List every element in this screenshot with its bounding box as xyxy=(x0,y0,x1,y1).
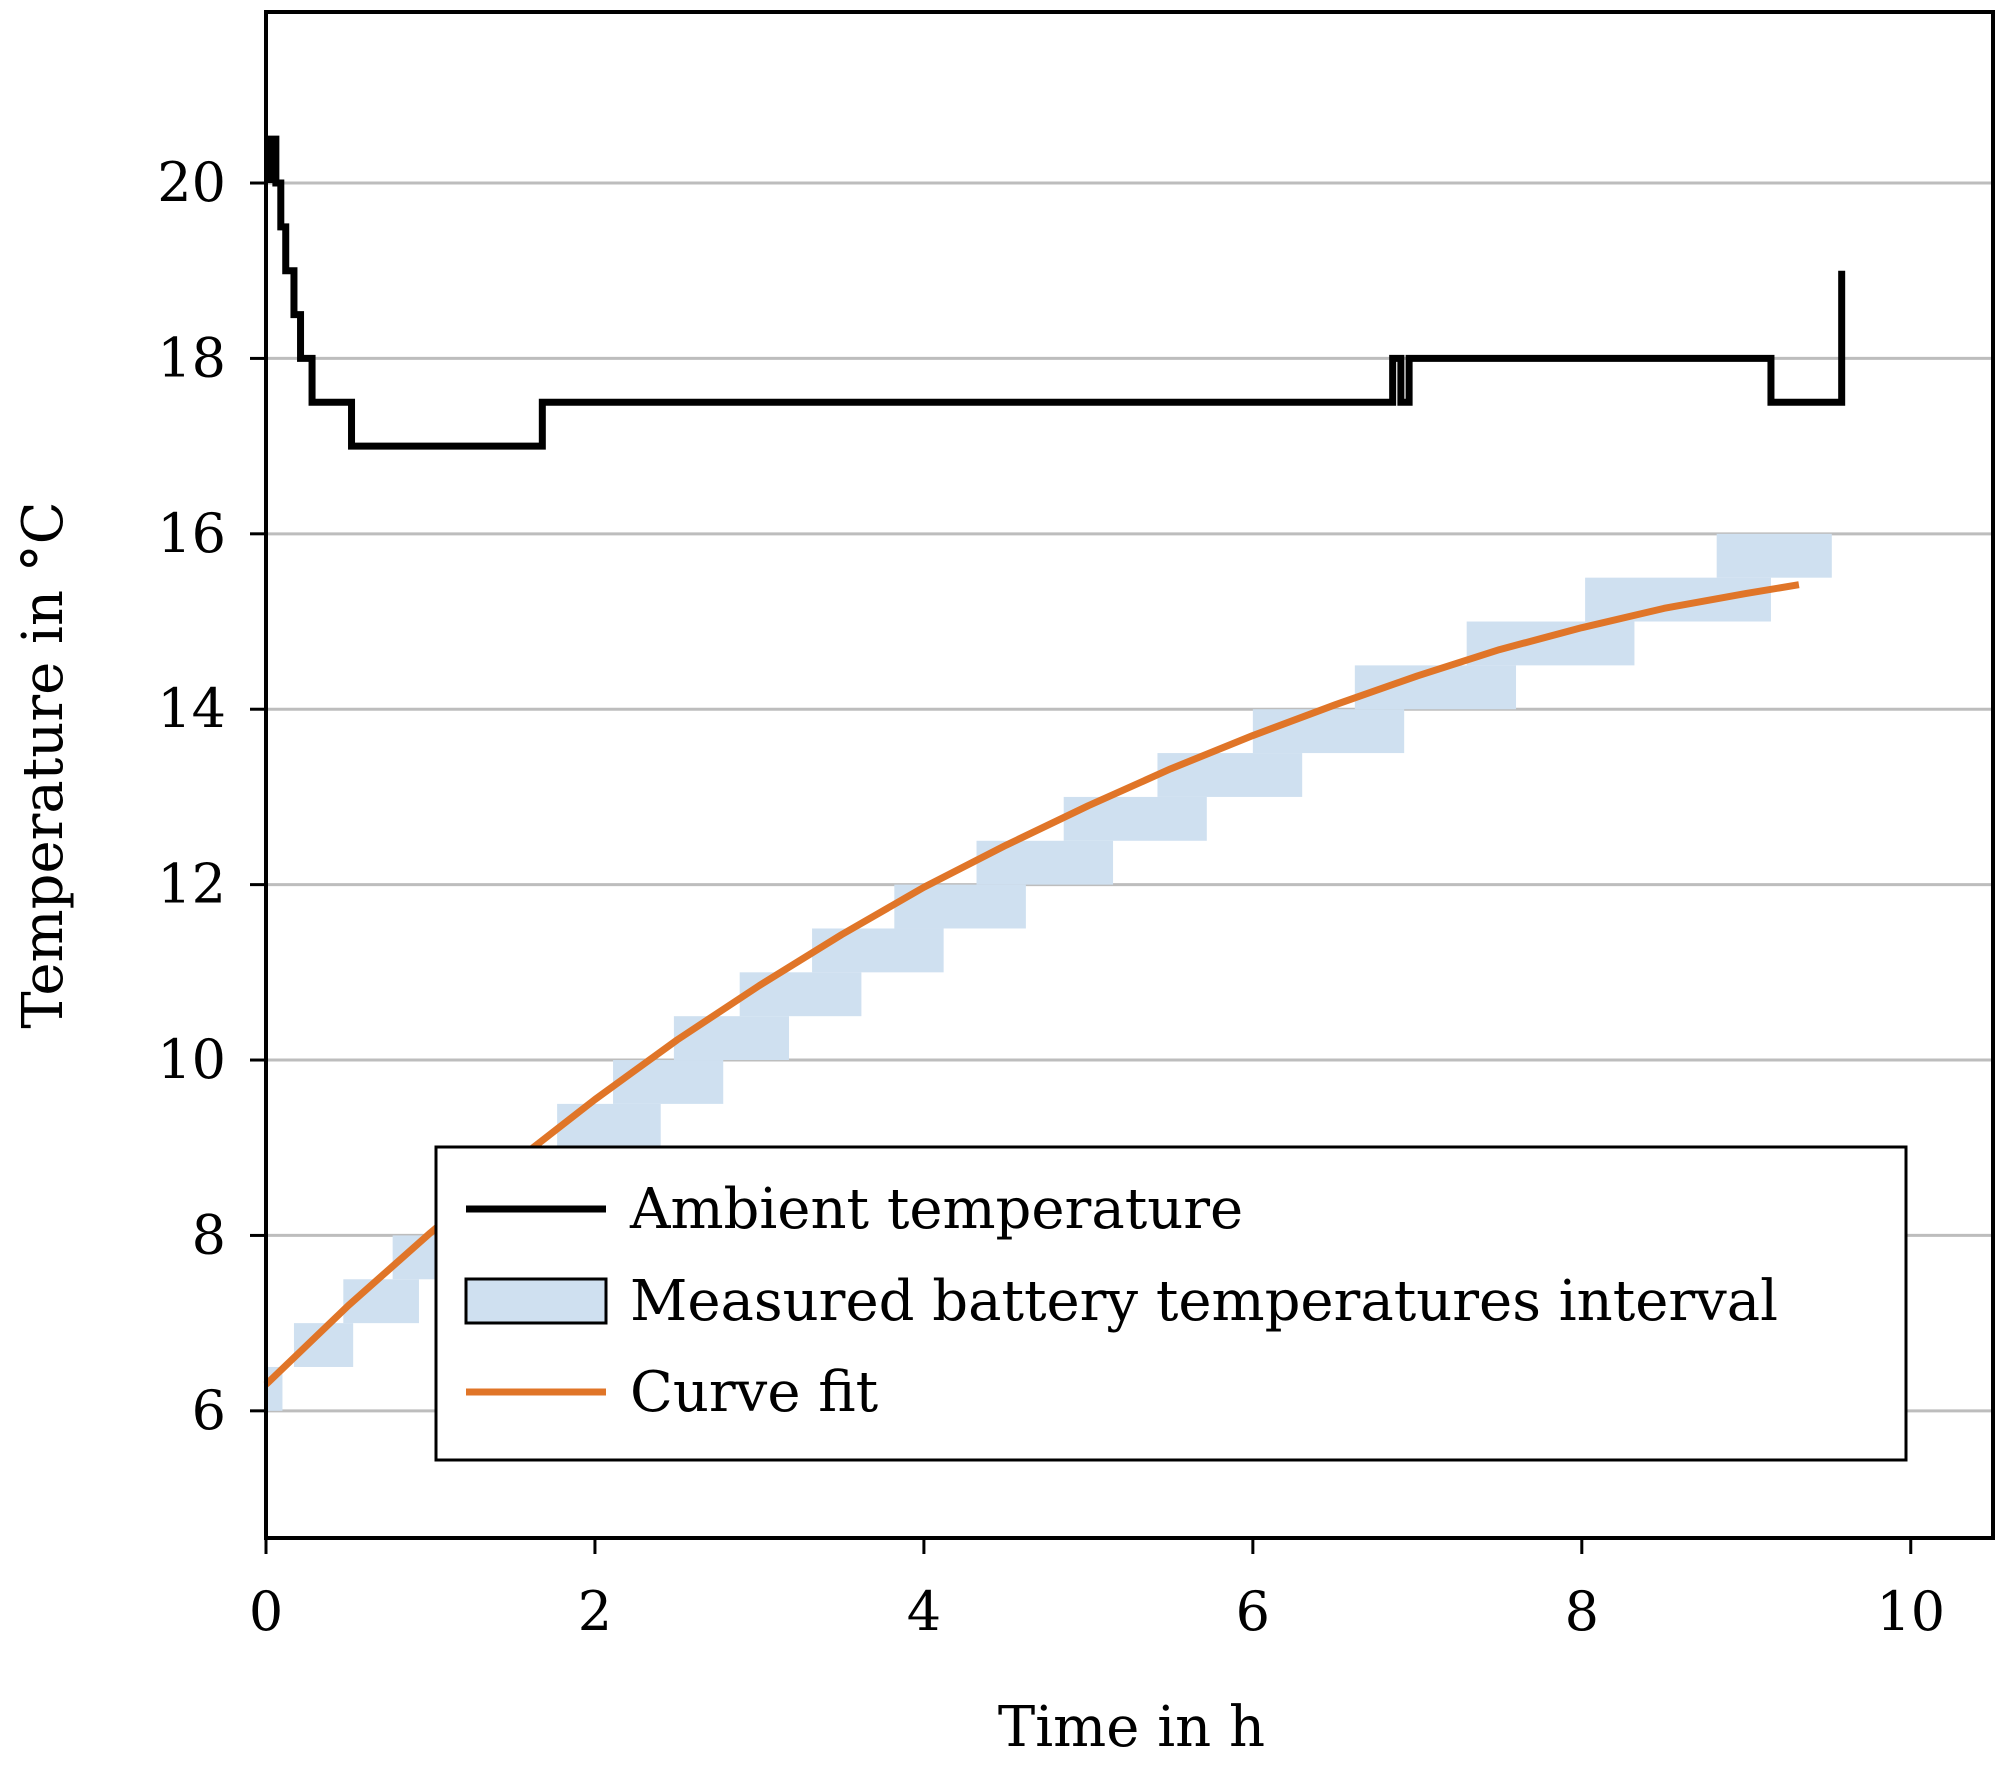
y-tick-label-18: 18 xyxy=(157,326,226,389)
legend-swatch-interval xyxy=(464,1277,608,1325)
interval-band-17 xyxy=(1585,577,1771,622)
y-tick-label-14: 14 xyxy=(157,677,226,740)
interval-band-16 xyxy=(1466,621,1635,666)
x-axis-title: Time in h xyxy=(998,1695,1265,1760)
y-tick-label-20: 20 xyxy=(157,151,226,214)
y-tick-label-16: 16 xyxy=(157,502,226,565)
legend-label-interval: Measured battery temperatures interval xyxy=(630,1269,1778,1334)
x-tick-label-6: 6 xyxy=(1236,1580,1270,1643)
axis-ticks: 6 8 10 12 14 16 18 20 0 2 4 6 8 10 xyxy=(157,151,1945,1643)
y-tick-label-8: 8 xyxy=(192,1203,226,1266)
x-tick-label-10: 10 xyxy=(1876,1580,1945,1643)
legend-box xyxy=(434,1145,1908,1462)
legend-label-curve-fit: Curve fit xyxy=(630,1360,879,1425)
x-tick-label-2: 2 xyxy=(578,1580,612,1643)
interval-band-7 xyxy=(673,1016,790,1061)
y-tick-label-6: 6 xyxy=(192,1379,226,1442)
y-axis-title: Temperature in °C xyxy=(11,501,76,1028)
y-tick-label-12: 12 xyxy=(157,853,226,916)
interval-band-13 xyxy=(1157,753,1303,797)
interval-band-18 xyxy=(1716,533,1832,578)
interval-band-14 xyxy=(1252,709,1405,754)
x-tick-label-4: 4 xyxy=(907,1580,941,1643)
interval-series xyxy=(266,533,1832,1411)
interval-band-9 xyxy=(812,928,944,973)
legend: Ambient temperature Measured battery tem… xyxy=(434,1145,1908,1462)
x-tick-label-0: 0 xyxy=(249,1580,283,1643)
x-tick-label-8: 8 xyxy=(1565,1580,1599,1643)
interval-band-8 xyxy=(739,972,862,1017)
plot-area-frame xyxy=(264,10,1995,1540)
interval-band-6 xyxy=(613,1060,724,1104)
ambient-temperature-line xyxy=(267,135,1846,450)
y-tick-label-10: 10 xyxy=(157,1028,226,1091)
legend-label-ambient: Ambient temperature xyxy=(629,1177,1243,1242)
interval-band-5 xyxy=(557,1103,661,1148)
